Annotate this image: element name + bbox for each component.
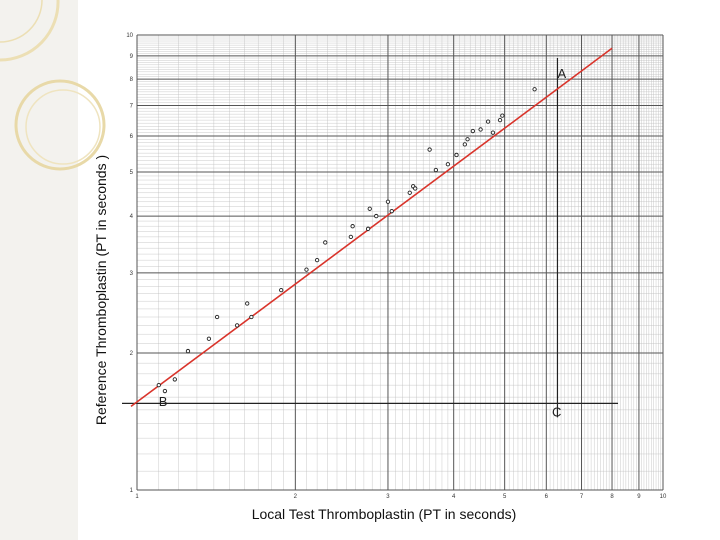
data-point bbox=[245, 301, 250, 306]
data-point bbox=[234, 323, 240, 328]
x-tick-label: 4 bbox=[452, 494, 456, 500]
reference-label-c: C bbox=[552, 405, 561, 420]
x-tick-label: 2 bbox=[294, 494, 298, 500]
y-tick-label: 4 bbox=[130, 214, 134, 220]
data-point bbox=[427, 147, 432, 152]
data-point bbox=[497, 117, 503, 123]
data-point bbox=[465, 137, 470, 142]
data-point bbox=[156, 382, 161, 388]
data-point bbox=[485, 119, 491, 124]
decor-ring-top-inner bbox=[0, 0, 43, 43]
data-point bbox=[279, 287, 284, 293]
data-point bbox=[413, 186, 418, 191]
data-point bbox=[206, 336, 212, 341]
data-point bbox=[500, 113, 505, 118]
data-point bbox=[385, 199, 391, 204]
x-tick-label: 7 bbox=[580, 494, 584, 500]
data-point bbox=[323, 240, 328, 245]
data-point bbox=[304, 267, 309, 272]
x-axis-title: Local Test Thromboplastin (PT in seconds… bbox=[252, 506, 517, 522]
decor-ring-middle-inner bbox=[25, 89, 101, 165]
data-point bbox=[532, 87, 537, 92]
y-axis-title: Reference Thromboplastin (PT in seconds … bbox=[93, 155, 109, 425]
data-point bbox=[314, 258, 320, 263]
y-tick-label: 6 bbox=[130, 134, 134, 140]
data-point bbox=[433, 167, 439, 173]
reference-lines bbox=[122, 58, 619, 418]
x-tick-label: 9 bbox=[637, 494, 641, 500]
data-point bbox=[350, 224, 355, 229]
data-point bbox=[478, 127, 483, 132]
major-gridlines bbox=[136, 34, 664, 491]
data-point bbox=[462, 142, 467, 147]
y-tick-label: 5 bbox=[130, 170, 134, 176]
data-point bbox=[490, 130, 496, 135]
data-point bbox=[172, 377, 177, 382]
y-tick-label: 2 bbox=[130, 351, 134, 357]
reference-label-b: B bbox=[159, 394, 168, 409]
x-tick-label: 8 bbox=[610, 494, 614, 500]
x-tick-label: 3 bbox=[386, 494, 390, 500]
data-point bbox=[470, 128, 475, 134]
decor-ring-middle-outer bbox=[14, 79, 106, 171]
slide-decor-rings bbox=[0, 0, 106, 171]
data-point bbox=[365, 226, 371, 231]
y-tick-label: 7 bbox=[130, 103, 134, 109]
x-tick-label: 10 bbox=[660, 494, 667, 500]
minor-gridlines bbox=[137, 35, 663, 490]
y-tick-label: 1 bbox=[130, 488, 134, 494]
data-point bbox=[249, 314, 254, 320]
data-points bbox=[156, 87, 537, 394]
data-point bbox=[185, 348, 191, 354]
data-point bbox=[367, 206, 372, 211]
reference-label-a: A bbox=[557, 66, 566, 81]
data-point bbox=[374, 213, 379, 219]
data-point bbox=[162, 388, 168, 394]
y-tick-label: 9 bbox=[130, 54, 134, 60]
x-tick-label: 5 bbox=[503, 494, 507, 500]
data-point bbox=[445, 162, 451, 167]
decor-ring-top bbox=[0, 0, 60, 62]
reference-labels: A B C bbox=[159, 66, 567, 420]
trend-line bbox=[130, 47, 613, 408]
data-point bbox=[454, 152, 459, 158]
data-point bbox=[214, 314, 220, 320]
data-point bbox=[389, 209, 394, 214]
x-tick-label: 6 bbox=[545, 494, 549, 500]
y-tick-label: 10 bbox=[126, 33, 133, 39]
y-tick-label: 8 bbox=[130, 77, 134, 83]
data-point bbox=[407, 190, 412, 195]
x-tick-label: 1 bbox=[135, 494, 139, 500]
x-tick-labels: 1 2 3 4 5 6 7 8 9 10 bbox=[135, 494, 667, 500]
data-point bbox=[348, 234, 353, 240]
y-tick-labels: 1 2 3 4 5 6 7 8 9 10 bbox=[126, 33, 133, 494]
y-tick-label: 3 bbox=[130, 271, 134, 277]
